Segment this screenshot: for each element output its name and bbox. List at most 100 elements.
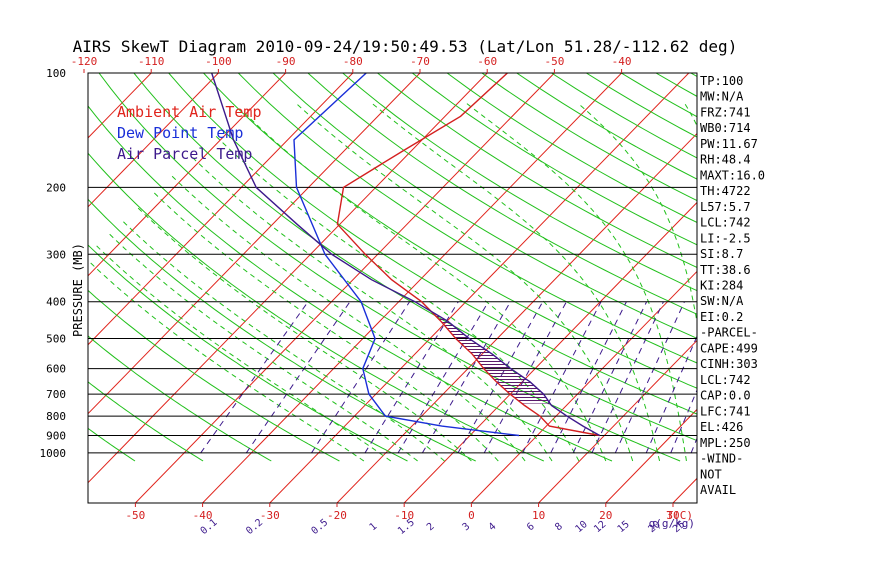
sounding-index-value: CINH:303 bbox=[700, 357, 758, 371]
pressure-tick-label: 300 bbox=[46, 248, 66, 261]
sounding-index-value: MPL:250 bbox=[700, 436, 751, 450]
isotherm-line bbox=[471, 73, 870, 503]
dry-adiabat-line bbox=[308, 73, 870, 461]
sounding-index-value: SI:8.7 bbox=[700, 247, 743, 261]
legend-entry: Air Parcel Temp bbox=[117, 145, 252, 163]
dry-adiabat-line bbox=[343, 73, 870, 461]
y-axis-label: PRESSURE (MB) bbox=[71, 243, 85, 337]
sounding-index-value: MAXT:16.0 bbox=[700, 168, 765, 182]
dry-adiabat-line bbox=[865, 73, 870, 461]
sounding-index-value: LCL:742 bbox=[700, 216, 751, 230]
cape-shading bbox=[431, 312, 550, 403]
dry-adiabat-line bbox=[656, 73, 870, 461]
moist-adiabat-line bbox=[466, 103, 686, 461]
mixing-ratio-line bbox=[615, 302, 684, 453]
mixing-ratio-line bbox=[551, 302, 627, 453]
dry-adiabat-line bbox=[830, 73, 870, 461]
sounding-index-value: EI:0.2 bbox=[700, 310, 743, 324]
pressure-tick-label: 200 bbox=[46, 181, 66, 194]
sounding-index-value: LFC:741 bbox=[700, 404, 751, 418]
dry-adiabat-line bbox=[795, 73, 870, 461]
sounding-index-value: CAPE:499 bbox=[700, 341, 758, 355]
dry-adiabat-line bbox=[0, 73, 135, 461]
legend-entry: Ambient Air Temp bbox=[117, 103, 262, 121]
bottom-temp-tick-label: 0 bbox=[468, 509, 475, 522]
sounding-index-value: -PARCEL- bbox=[700, 326, 758, 340]
sounding-index-value: SW:N/A bbox=[700, 294, 744, 308]
moist-adiabat-line bbox=[123, 221, 445, 461]
sounding-index-value: FRZ:741 bbox=[700, 105, 751, 119]
top-temp-tick-label: -100 bbox=[205, 55, 232, 68]
top-temp-tick-label: -60 bbox=[477, 55, 497, 68]
sounding-index-value: -WIND- bbox=[700, 452, 743, 466]
sounding-index-value: LI:-2.5 bbox=[700, 231, 751, 245]
pressure-tick-label: 800 bbox=[46, 410, 66, 423]
pressure-tick-label: 100 bbox=[46, 67, 66, 80]
mixing-ratio-tick-label: 1 bbox=[368, 521, 380, 533]
sounding-index-value: WB0:714 bbox=[700, 121, 751, 135]
mixing-ratio-tick-label: 2 bbox=[425, 521, 437, 533]
plot-area: 1002003004005006007008009001000-120-110-… bbox=[0, 55, 870, 537]
sounding-index-value: LCL:742 bbox=[700, 373, 751, 387]
top-temp-tick-label: -120 bbox=[71, 55, 98, 68]
isotherm-line bbox=[203, 73, 622, 503]
bottom-temp-tick-label: -50 bbox=[125, 509, 145, 522]
top-temp-tick-label: -90 bbox=[276, 55, 296, 68]
isotherm-line bbox=[740, 73, 870, 503]
legend-entry: Dew Point Temp bbox=[117, 124, 243, 142]
bottom-temp-tick-label: -30 bbox=[260, 509, 280, 522]
moist-adiabat-line bbox=[372, 103, 660, 461]
isotherm-line bbox=[0, 73, 17, 503]
sounding-index-value: RH:48.4 bbox=[700, 153, 751, 167]
moist-adiabat-line bbox=[191, 156, 552, 461]
sounding-index-value: TP:100 bbox=[700, 74, 743, 88]
dry-adiabat-line bbox=[238, 73, 870, 461]
pressure-tick-label: 600 bbox=[46, 363, 66, 376]
top-temp-tick-label: -40 bbox=[612, 55, 632, 68]
chart-title: AIRS SkewT Diagram 2010-09-24/19:50:49.5… bbox=[73, 37, 738, 56]
sounding-index-value: KI:284 bbox=[700, 279, 743, 293]
pressure-tick-label: 500 bbox=[46, 333, 66, 346]
bottom-temp-tick-label: 10 bbox=[532, 509, 545, 522]
top-temp-tick-label: -80 bbox=[343, 55, 363, 68]
sounding-index-value: NOT bbox=[700, 467, 722, 481]
dry-adiabat-line bbox=[29, 73, 543, 461]
mixing-ratio-tick-label: 15 bbox=[616, 519, 632, 535]
mixing-ratio-tick-label: 6 bbox=[525, 521, 537, 533]
mixing-ratio-tick-label: 4 bbox=[487, 521, 499, 533]
mixing-ratio-line bbox=[312, 302, 410, 453]
sounding-index-value: CAP:0.0 bbox=[700, 389, 751, 403]
sounding-index-value: AVAIL bbox=[700, 483, 736, 497]
dry-adiabat-line bbox=[760, 73, 870, 461]
pressure-tick-label: 1000 bbox=[40, 447, 67, 460]
sounding-index-value: L57:5.7 bbox=[700, 200, 751, 214]
top-temp-tick-label: -110 bbox=[138, 55, 165, 68]
moist-adiabat-line bbox=[241, 110, 606, 461]
dry-adiabat-line bbox=[447, 73, 870, 461]
sounding-index-value: TH:4722 bbox=[700, 184, 751, 198]
mixing-ratio-tick-label: 10 bbox=[573, 519, 589, 535]
top-temp-tick-label: -70 bbox=[410, 55, 430, 68]
bottom-temp-tick-label: -20 bbox=[327, 509, 347, 522]
mixing-ratio-unit-label: q(g/kg) bbox=[649, 517, 695, 530]
dry-adiabat-line bbox=[0, 73, 67, 461]
mixing-ratio-line bbox=[246, 302, 350, 453]
pressure-tick-label: 400 bbox=[46, 296, 66, 309]
isotherm-line bbox=[337, 73, 756, 503]
mixing-ratio-tick-label: 8 bbox=[553, 521, 565, 533]
moist-adiabat-line bbox=[170, 175, 525, 462]
dry-adiabat-line bbox=[412, 73, 870, 461]
sounding-index-value: PW:11.67 bbox=[700, 137, 758, 151]
sounding-index-value: MW:N/A bbox=[700, 90, 744, 104]
mixing-ratio-line bbox=[201, 302, 308, 453]
pressure-tick-label: 900 bbox=[46, 430, 66, 443]
pressure-tick-label: 700 bbox=[46, 388, 66, 401]
isotherm-line bbox=[807, 73, 870, 503]
top-temp-tick-label: -50 bbox=[544, 55, 564, 68]
sounding-index-value: TT:38.6 bbox=[700, 263, 751, 277]
moist-adiabat-line bbox=[84, 257, 364, 461]
mixing-ratio-line bbox=[592, 302, 664, 453]
mixing-ratio-tick-label: 3 bbox=[461, 521, 473, 533]
